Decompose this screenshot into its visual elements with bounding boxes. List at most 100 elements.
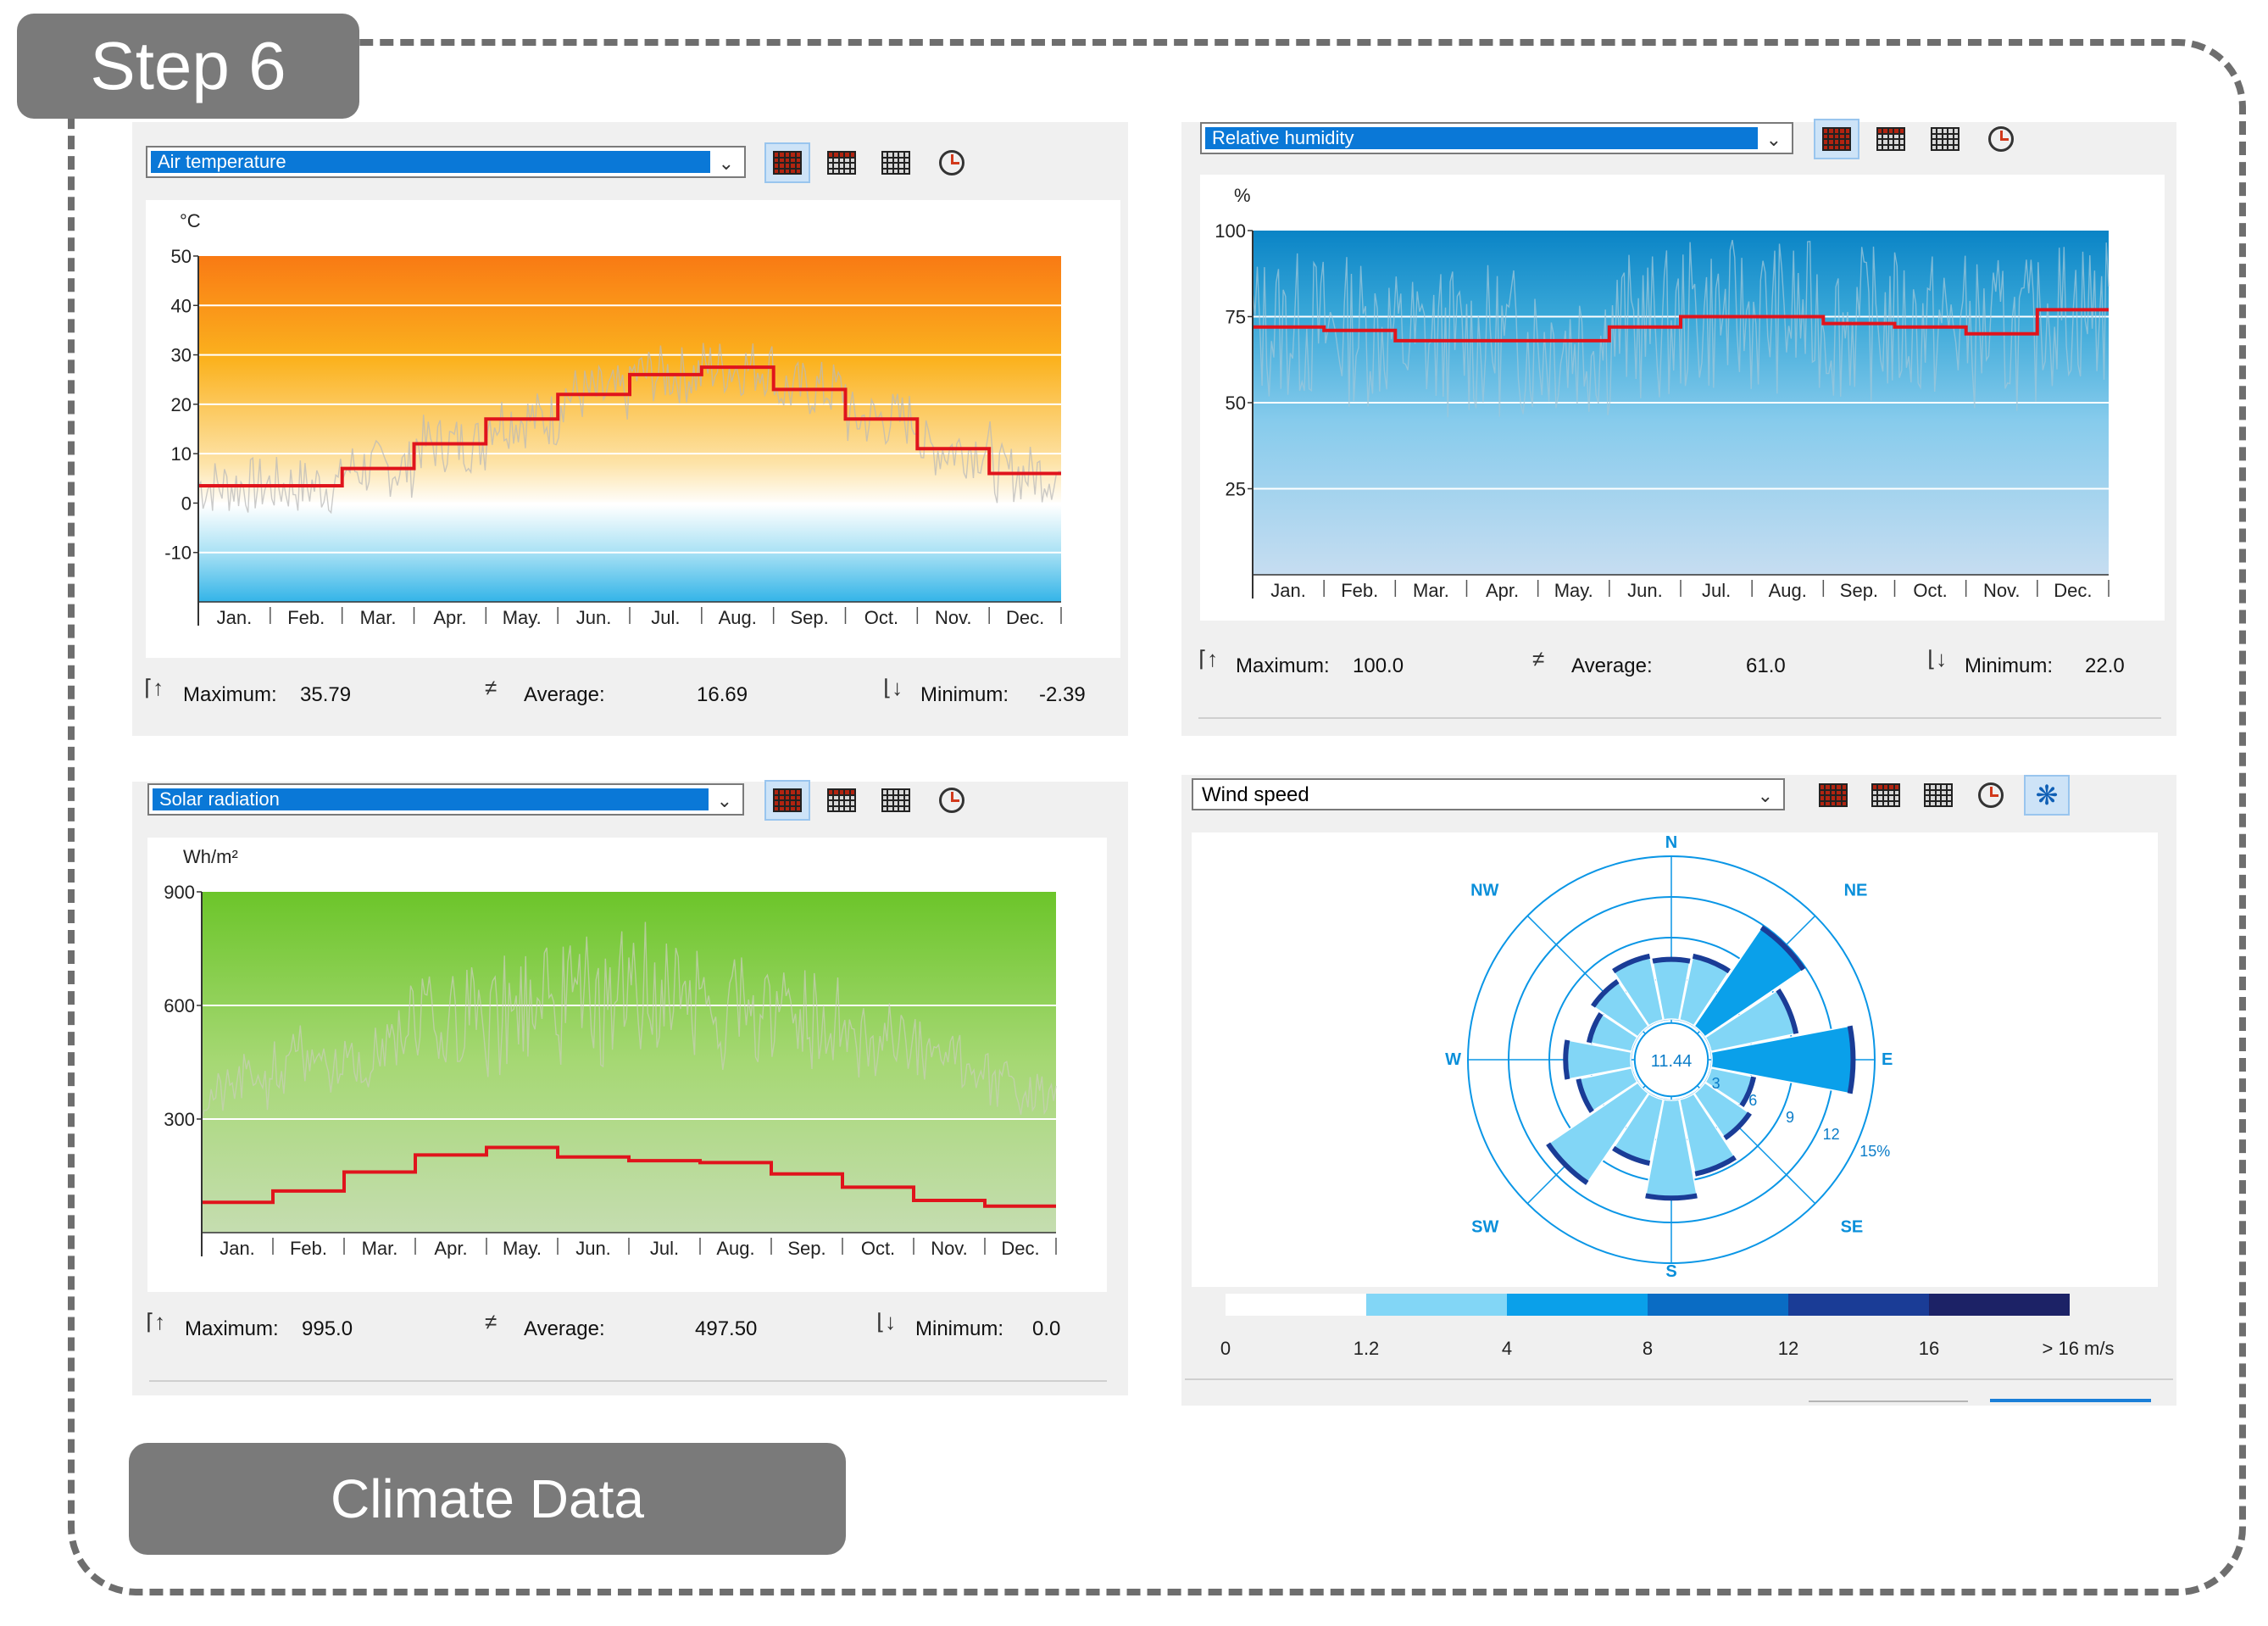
y-tick-label: 600 bbox=[164, 995, 195, 1016]
x-tick-label: Jul. bbox=[651, 607, 680, 628]
y-tick-label: 20 bbox=[171, 394, 192, 415]
x-tick-label: Mar. bbox=[362, 1238, 398, 1259]
average-icon: ≠ bbox=[1532, 646, 1544, 672]
x-tick-label: Jul. bbox=[1702, 580, 1731, 601]
x-tick-label: Aug. bbox=[1769, 580, 1807, 601]
x-tick-label: Nov. bbox=[935, 607, 972, 628]
direction-label: S bbox=[1665, 1262, 1676, 1281]
minimum-icon: ⌊↓ bbox=[1927, 646, 1947, 672]
direction-label: W bbox=[1445, 1050, 1461, 1069]
temperature-max-value: 35.79 bbox=[300, 683, 351, 707]
x-tick-label: Jan. bbox=[217, 607, 253, 628]
y-tick-label: 40 bbox=[171, 295, 192, 316]
direction-label: SW bbox=[1471, 1218, 1498, 1237]
x-tick-label: Feb. bbox=[1341, 580, 1378, 601]
x-tick-label: Jun. bbox=[1627, 580, 1663, 601]
unit-label: Wh/m² bbox=[183, 846, 238, 867]
x-tick-label: Dec. bbox=[1001, 1238, 1039, 1259]
ring-label: 12 bbox=[1823, 1126, 1840, 1143]
x-tick-label: May. bbox=[503, 607, 542, 628]
humidity-avg-value: 61.0 bbox=[1746, 654, 1786, 678]
temperature-chart: -1001020304050Jan. Feb. Mar. Apr. May. Jun. Ju… bbox=[132, 122, 1128, 736]
average-icon: ≠ bbox=[485, 675, 497, 701]
humidity-min-value: 22.0 bbox=[2085, 654, 2125, 678]
legend-segment bbox=[1226, 1294, 1366, 1316]
temperature-min-value: -2.39 bbox=[1039, 683, 1086, 707]
temperature-avg-value: 16.69 bbox=[697, 683, 748, 707]
legend-tick-label: 16 bbox=[1919, 1338, 1939, 1359]
solar-avg-label: Average: bbox=[524, 1317, 605, 1341]
ring-label: 3 bbox=[1712, 1075, 1720, 1092]
maximum-icon: ⌈↑ bbox=[144, 675, 164, 701]
step-badge: Step 6 bbox=[17, 14, 359, 119]
humidity-max-label: Maximum: bbox=[1236, 654, 1330, 678]
legend-segment bbox=[1366, 1294, 1507, 1316]
x-tick-label: Sep. bbox=[1840, 580, 1878, 601]
legend-tick-label: 0 bbox=[1220, 1338, 1231, 1359]
separator bbox=[149, 1380, 1107, 1382]
direction-label: NE bbox=[1844, 881, 1868, 899]
unit-label: % bbox=[1234, 185, 1251, 206]
y-tick-label: 50 bbox=[171, 246, 192, 267]
legend-segment bbox=[1507, 1294, 1648, 1316]
ring-label: 9 bbox=[1786, 1109, 1794, 1126]
x-tick-label: Oct. bbox=[1913, 580, 1947, 601]
x-tick-label: Jul. bbox=[650, 1238, 679, 1259]
x-tick-label: Apr. bbox=[1486, 580, 1519, 601]
x-tick-label: Mar. bbox=[360, 607, 397, 628]
x-tick-label: Nov. bbox=[931, 1238, 968, 1259]
x-tick-label: Aug. bbox=[719, 607, 757, 628]
wind-petal-edge bbox=[1653, 960, 1690, 961]
x-tick-label: Dec. bbox=[1006, 607, 1044, 628]
y-tick-label: 900 bbox=[164, 882, 195, 903]
center-value: 11.44 bbox=[1651, 1052, 1693, 1071]
humidity-max-value: 100.0 bbox=[1353, 654, 1404, 678]
temperature-max-label: Maximum: bbox=[183, 683, 277, 707]
x-tick-label: Sep. bbox=[790, 607, 828, 628]
x-tick-label: Feb. bbox=[287, 607, 325, 628]
legend-tick-label: 4 bbox=[1502, 1338, 1512, 1359]
climate-data-badge: Climate Data bbox=[129, 1443, 846, 1555]
x-tick-label: Dec. bbox=[2054, 580, 2092, 601]
y-tick-label: 75 bbox=[1226, 307, 1246, 328]
x-tick-label: Oct. bbox=[861, 1238, 895, 1259]
wind-petal-edge bbox=[1646, 1195, 1698, 1198]
y-tick-label: 30 bbox=[171, 345, 192, 366]
direction-label: SE bbox=[1841, 1218, 1864, 1237]
x-tick-label: Jun. bbox=[575, 1238, 611, 1259]
x-tick-label: Sep. bbox=[787, 1238, 825, 1259]
separator bbox=[1198, 717, 2161, 719]
x-tick-label: Nov. bbox=[1983, 580, 2021, 601]
x-tick-label: Jan. bbox=[1270, 580, 1306, 601]
solar-max-label: Maximum: bbox=[185, 1317, 279, 1341]
humidity-avg-label: Average: bbox=[1571, 654, 1653, 678]
average-icon: ≠ bbox=[485, 1309, 497, 1335]
humidity-panel: Relative humidity ⌄ 25 50 75 100 Jan. Feb. Mar… bbox=[1181, 122, 2176, 736]
y-tick-label: 0 bbox=[181, 493, 192, 514]
plot-area bbox=[198, 256, 1061, 602]
x-tick-label: Aug. bbox=[716, 1238, 754, 1259]
y-tick-label: 100 bbox=[1215, 220, 1246, 242]
legend-tick-label: 1.2 bbox=[1354, 1338, 1380, 1359]
x-tick-label: May. bbox=[503, 1238, 542, 1259]
primary-button-edge[interactable] bbox=[1990, 1399, 2151, 1409]
x-tick-label: May. bbox=[1554, 580, 1593, 601]
temperature-min-label: Minimum: bbox=[920, 683, 1009, 707]
ring-label: 15% bbox=[1859, 1143, 1890, 1160]
secondary-button-edge[interactable] bbox=[1809, 1400, 1968, 1407]
direction-label: N bbox=[1665, 833, 1677, 852]
separator bbox=[1185, 1378, 2173, 1380]
legend-segment bbox=[1648, 1294, 1788, 1316]
maximum-icon: ⌈↑ bbox=[146, 1309, 165, 1335]
legend-tick-label: 8 bbox=[1643, 1338, 1653, 1359]
legend-segment bbox=[1788, 1294, 1929, 1316]
wind-panel: Wind speed ⌄ ❋ 11.44 N NE E SE S SW W NW 3 6 9 12 15%… bbox=[1181, 775, 2176, 1406]
y-tick-label: 300 bbox=[164, 1109, 195, 1130]
solar-avg-value: 497.50 bbox=[695, 1317, 757, 1341]
direction-label: E bbox=[1882, 1050, 1893, 1069]
x-tick-label: Mar. bbox=[1413, 580, 1449, 601]
y-tick-label: -10 bbox=[164, 543, 192, 564]
y-tick-label: 25 bbox=[1226, 479, 1246, 500]
legend-tick-label: 12 bbox=[1778, 1338, 1798, 1359]
minimum-icon: ⌊↓ bbox=[883, 675, 903, 701]
